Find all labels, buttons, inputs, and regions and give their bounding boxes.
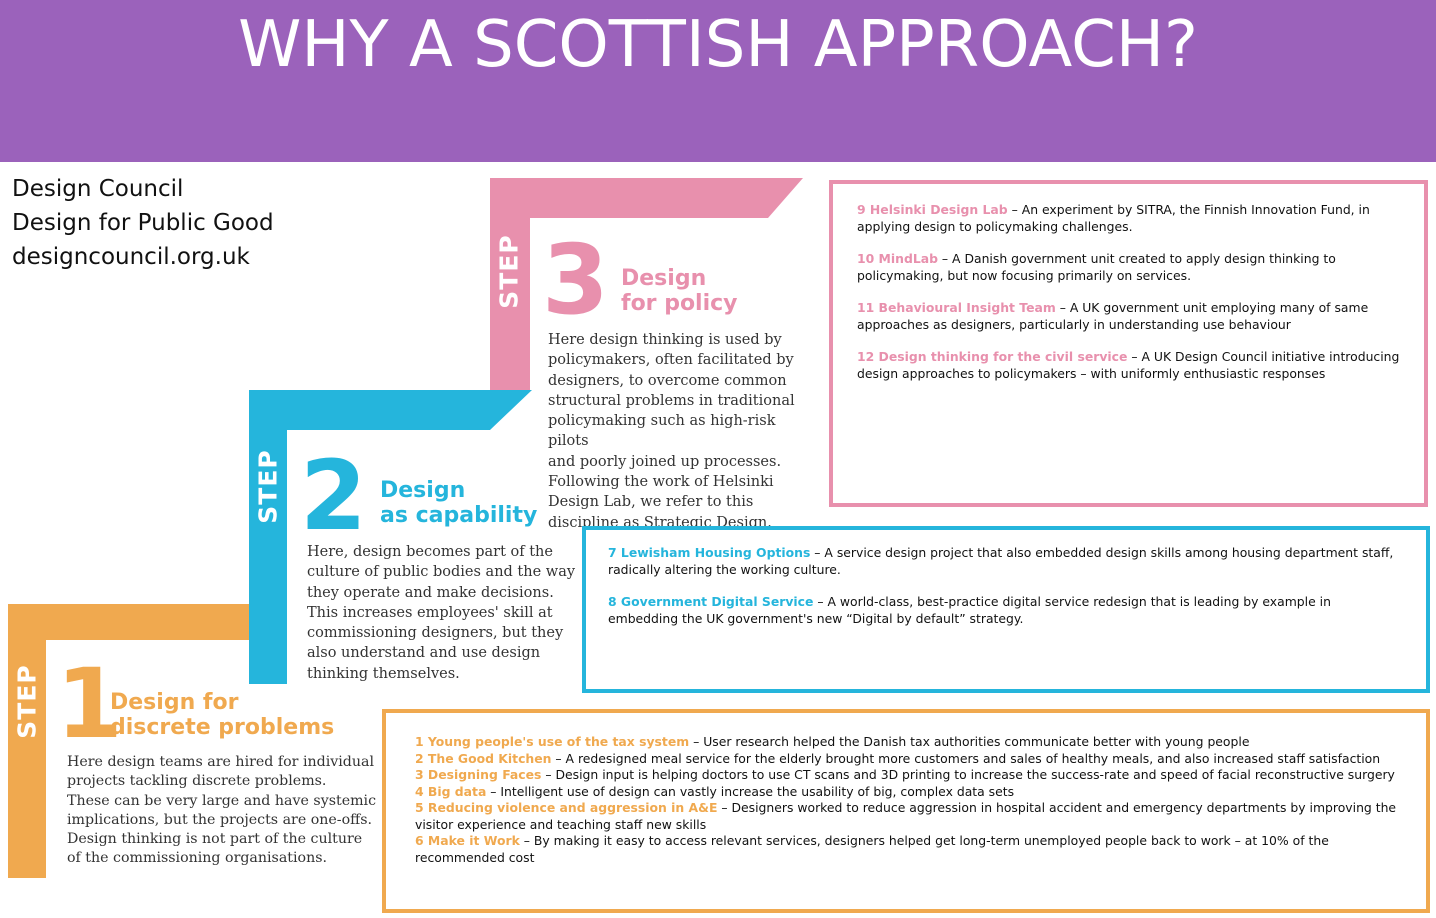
step3-desc-line: structural problems in traditional xyxy=(548,392,795,409)
example-item: 7 Lewisham Housing Options – A service d… xyxy=(608,545,1404,578)
step2-desc-line: commissioning designers, but they xyxy=(307,625,564,642)
example-name: 10 MindLab xyxy=(857,251,938,266)
step3-band xyxy=(490,178,803,390)
step3-desc-line: policymaking such as high-risk pilots xyxy=(548,413,776,450)
step2-desc-line: thinking themselves. xyxy=(307,665,460,682)
example-item: 1 Young people's use of the tax system –… xyxy=(415,734,1398,751)
step2-desc-line: Here, design becomes part of the xyxy=(307,544,553,560)
step2-description: Here, design becomes part of the culture… xyxy=(307,542,577,684)
step2-band xyxy=(249,390,532,684)
example-text: – A Danish government unit created to ap… xyxy=(857,251,1336,283)
discrete-examples-box: 1 Young people's use of the tax system –… xyxy=(382,709,1430,913)
example-text: – A world-class, best-practice digital s… xyxy=(608,594,1331,626)
step2-title-line2: as capability xyxy=(380,503,538,528)
example-name: 5 Reducing violence and aggression in A&… xyxy=(415,800,718,815)
example-text: – Design input is helping doctors to use… xyxy=(541,767,1395,782)
step3-description: Here design thinking is used by policyma… xyxy=(548,330,818,533)
title-banner: WHY A SCOTTISH APPROACH? xyxy=(0,0,1436,162)
step1-desc-line: Design thinking is not part of the cultu… xyxy=(67,831,363,848)
step2-title: Design as capability xyxy=(380,478,537,528)
example-name: 1 Young people's use of the tax system xyxy=(415,734,690,749)
example-text: – User research helped the Danish tax au… xyxy=(689,734,1250,749)
step3-title-line1: Design xyxy=(621,266,707,291)
staircase-graphic xyxy=(8,178,803,878)
step3-desc-line: policymakers, often facilitated by xyxy=(548,352,794,369)
example-name: 9 Helsinki Design Lab xyxy=(857,202,1008,217)
step1-desc-line: These can be very large and have systemi… xyxy=(67,792,377,809)
example-name: 8 Government Digital Service xyxy=(608,594,814,609)
step1-number: 1 xyxy=(56,648,123,760)
example-name: 2 The Good Kitchen xyxy=(415,750,552,766)
example-item: 5 Reducing violence and aggression in A&… xyxy=(415,800,1398,833)
step3-desc-line: designers, to overcome common xyxy=(548,372,787,389)
step2-title-line1: Design xyxy=(380,478,466,503)
source-publication: Design for Public Good xyxy=(12,210,274,236)
example-text: – Intelligent use of design can vastly i… xyxy=(486,783,1015,799)
example-name: 12 Design thinking for the civil service xyxy=(857,349,1128,364)
step3-number: 3 xyxy=(542,224,609,336)
example-text: – A UK Design Council initiative introdu… xyxy=(857,349,1400,381)
example-item: 10 MindLab – A Danish government unit cr… xyxy=(857,251,1400,284)
example-item: 6 Make it Work – By making it easy to ac… xyxy=(415,833,1398,866)
example-item: 3 Designing Faces – Design input is help… xyxy=(415,767,1398,784)
example-name: 11 Behavioural Insight Team xyxy=(857,300,1056,315)
example-item: 9 Helsinki Design Lab – An experiment by… xyxy=(857,202,1400,235)
example-text: – By making it easy to access relevant s… xyxy=(415,833,1329,865)
step1-desc-line: Here design teams are hired for individu… xyxy=(67,754,375,770)
source-organisation: Design Council xyxy=(12,176,184,202)
source-attribution: Design Council Design for Public Good de… xyxy=(12,172,274,274)
step1-description: Here design teams are hired for individu… xyxy=(67,753,377,869)
example-item: 8 Government Digital Service – A world-c… xyxy=(608,594,1404,627)
step3-title-line2: for policy xyxy=(621,291,738,316)
step3-label: STEP xyxy=(494,234,524,309)
example-name: 4 Big data xyxy=(415,783,487,799)
example-text: – A service design project that also emb… xyxy=(608,545,1394,577)
step3-desc-line: Following the work of Helsinki xyxy=(548,474,774,491)
example-item: 2 The Good Kitchen – A redesigned meal s… xyxy=(415,751,1398,768)
example-item: 12 Design thinking for the civil service… xyxy=(857,349,1400,382)
example-name: 7 Lewisham Housing Options xyxy=(608,545,811,560)
example-name: 6 Make it Work xyxy=(415,833,520,848)
step3-desc-line: Design Lab, we refer to this xyxy=(548,494,754,511)
step1-label: STEP xyxy=(12,664,42,739)
example-item: 11 Behavioural Insight Team – A UK gover… xyxy=(857,300,1400,333)
step2-number: 2 xyxy=(300,440,367,552)
example-text: – An experiment by SITRA, the Finnish In… xyxy=(857,202,1370,234)
step3-desc-line: Here design thinking is used by xyxy=(548,332,782,348)
source-website: designcouncil.org.uk xyxy=(12,244,250,270)
step3-title: Design for policy xyxy=(621,266,738,316)
step1-title: Design for discrete problems xyxy=(110,690,334,740)
example-text: – A redesigned meal service for the elde… xyxy=(551,750,1381,766)
step2-label: STEP xyxy=(253,449,283,524)
example-text: – Designers worked to reduce aggression … xyxy=(415,800,1397,832)
example-item: 4 Big data – Intelligent use of design c… xyxy=(415,784,1398,801)
step1-desc-line: of the commissioning organisations. xyxy=(67,850,328,867)
capability-examples-box: 7 Lewisham Housing Options – A service d… xyxy=(582,526,1430,693)
step1-desc-line: implications, but the projects are one-o… xyxy=(67,811,373,828)
example-text: – A UK government unit employing many of… xyxy=(857,300,1369,332)
step1-title-line1: Design for xyxy=(110,690,239,715)
policy-examples-box: 9 Helsinki Design Lab – An experiment by… xyxy=(829,180,1428,507)
step1-title-line2: discrete problems xyxy=(110,715,335,740)
step2-desc-line: culture of public bodies and the way xyxy=(307,564,576,581)
example-name: 3 Designing Faces xyxy=(415,767,542,782)
step3-desc-line: and poorly joined up processes. xyxy=(548,453,782,470)
step2-desc-line: This increases employees' skill at xyxy=(307,604,553,621)
step2-desc-line: also understand and use design xyxy=(307,645,541,662)
step1-desc-line: projects tackling discrete problems. xyxy=(67,773,327,790)
step2-desc-line: they operate and make decisions. xyxy=(307,584,554,601)
page-title: WHY A SCOTTISH APPROACH? xyxy=(238,8,1198,82)
